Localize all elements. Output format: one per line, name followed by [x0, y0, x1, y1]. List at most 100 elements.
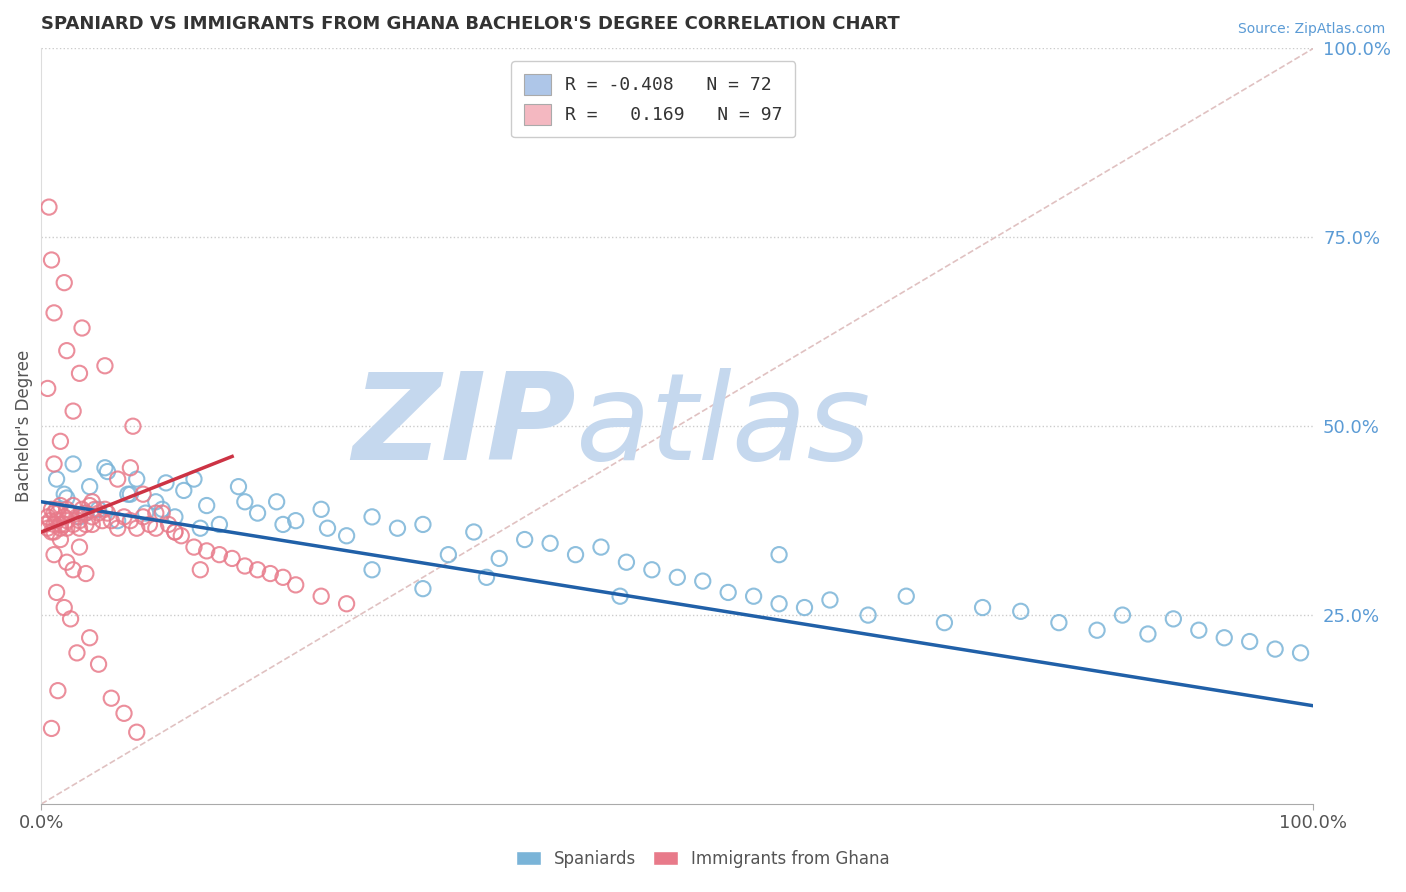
Text: atlas: atlas: [575, 368, 870, 484]
Point: [53, 517, 76, 532]
Point: [387, 521, 409, 535]
Point: [49, 499, 72, 513]
Point: [83, 502, 105, 516]
Point: [117, 487, 139, 501]
Point: [70, 502, 93, 516]
Point: [69, 540, 91, 554]
Point: [120, 514, 142, 528]
Point: [112, 509, 135, 524]
Point: [62, 563, 84, 577]
Point: [463, 524, 485, 539]
Point: [145, 495, 167, 509]
Point: [609, 589, 631, 603]
Point: [55, 343, 77, 358]
Point: [856, 608, 879, 623]
Point: [155, 475, 177, 490]
Point: [793, 600, 815, 615]
Point: [125, 725, 148, 739]
Point: [1213, 631, 1236, 645]
Point: [309, 502, 332, 516]
Point: [69, 367, 91, 381]
Point: [37, 509, 59, 524]
Point: [195, 544, 218, 558]
Point: [120, 460, 142, 475]
Point: [75, 517, 97, 532]
Point: [41, 252, 63, 267]
Point: [228, 480, 250, 494]
Point: [100, 514, 122, 528]
Point: [132, 487, 155, 501]
Point: [896, 589, 918, 603]
Point: [94, 359, 117, 373]
Point: [195, 499, 218, 513]
Point: [46, 506, 69, 520]
Point: [641, 563, 664, 577]
Point: [55, 491, 77, 505]
Point: [91, 514, 114, 528]
Point: [246, 506, 269, 520]
Point: [768, 548, 790, 562]
Point: [271, 517, 294, 532]
Point: [82, 509, 104, 524]
Point: [53, 487, 76, 501]
Point: [62, 499, 84, 513]
Point: [94, 460, 117, 475]
Point: [42, 306, 65, 320]
Point: [79, 631, 101, 645]
Point: [271, 570, 294, 584]
Point: [53, 276, 76, 290]
Point: [513, 533, 536, 547]
Point: [284, 578, 307, 592]
Point: [107, 514, 129, 528]
Point: [1239, 634, 1261, 648]
Point: [132, 509, 155, 524]
Point: [62, 457, 84, 471]
Point: [1136, 627, 1159, 641]
Point: [107, 472, 129, 486]
Point: [55, 555, 77, 569]
Point: [564, 548, 586, 562]
Point: [437, 548, 460, 562]
Point: [316, 521, 339, 535]
Point: [46, 683, 69, 698]
Point: [1085, 624, 1108, 638]
Point: [112, 706, 135, 721]
Point: [62, 404, 84, 418]
Point: [45, 502, 67, 516]
Point: [49, 434, 72, 449]
Point: [69, 514, 91, 528]
Point: [972, 600, 994, 615]
Point: [69, 509, 91, 524]
Point: [94, 502, 117, 516]
Point: [125, 472, 148, 486]
Point: [188, 521, 211, 535]
Point: [42, 506, 65, 520]
Point: [163, 524, 186, 539]
Point: [163, 524, 186, 539]
Point: [39, 514, 62, 528]
Point: [259, 566, 281, 581]
Legend: R = -0.408   N = 72, R =   0.169   N = 97: R = -0.408 N = 72, R = 0.169 N = 97: [512, 62, 796, 137]
Point: [96, 506, 118, 520]
Y-axis label: Bachelor's Degree: Bachelor's Degree: [15, 350, 32, 502]
Point: [66, 509, 89, 524]
Point: [107, 521, 129, 535]
Point: [183, 540, 205, 554]
Point: [309, 589, 332, 603]
Point: [122, 419, 145, 434]
Point: [145, 521, 167, 535]
Point: [266, 495, 288, 509]
Text: Source: ZipAtlas.com: Source: ZipAtlas.com: [1237, 22, 1385, 37]
Point: [208, 517, 231, 532]
Point: [41, 502, 63, 516]
Point: [284, 514, 307, 528]
Point: [150, 502, 173, 516]
Point: [62, 517, 84, 532]
Point: [38, 200, 60, 214]
Point: [49, 533, 72, 547]
Point: [45, 514, 67, 528]
Point: [79, 499, 101, 513]
Point: [768, 597, 790, 611]
Point: [42, 517, 65, 532]
Point: [412, 582, 434, 596]
